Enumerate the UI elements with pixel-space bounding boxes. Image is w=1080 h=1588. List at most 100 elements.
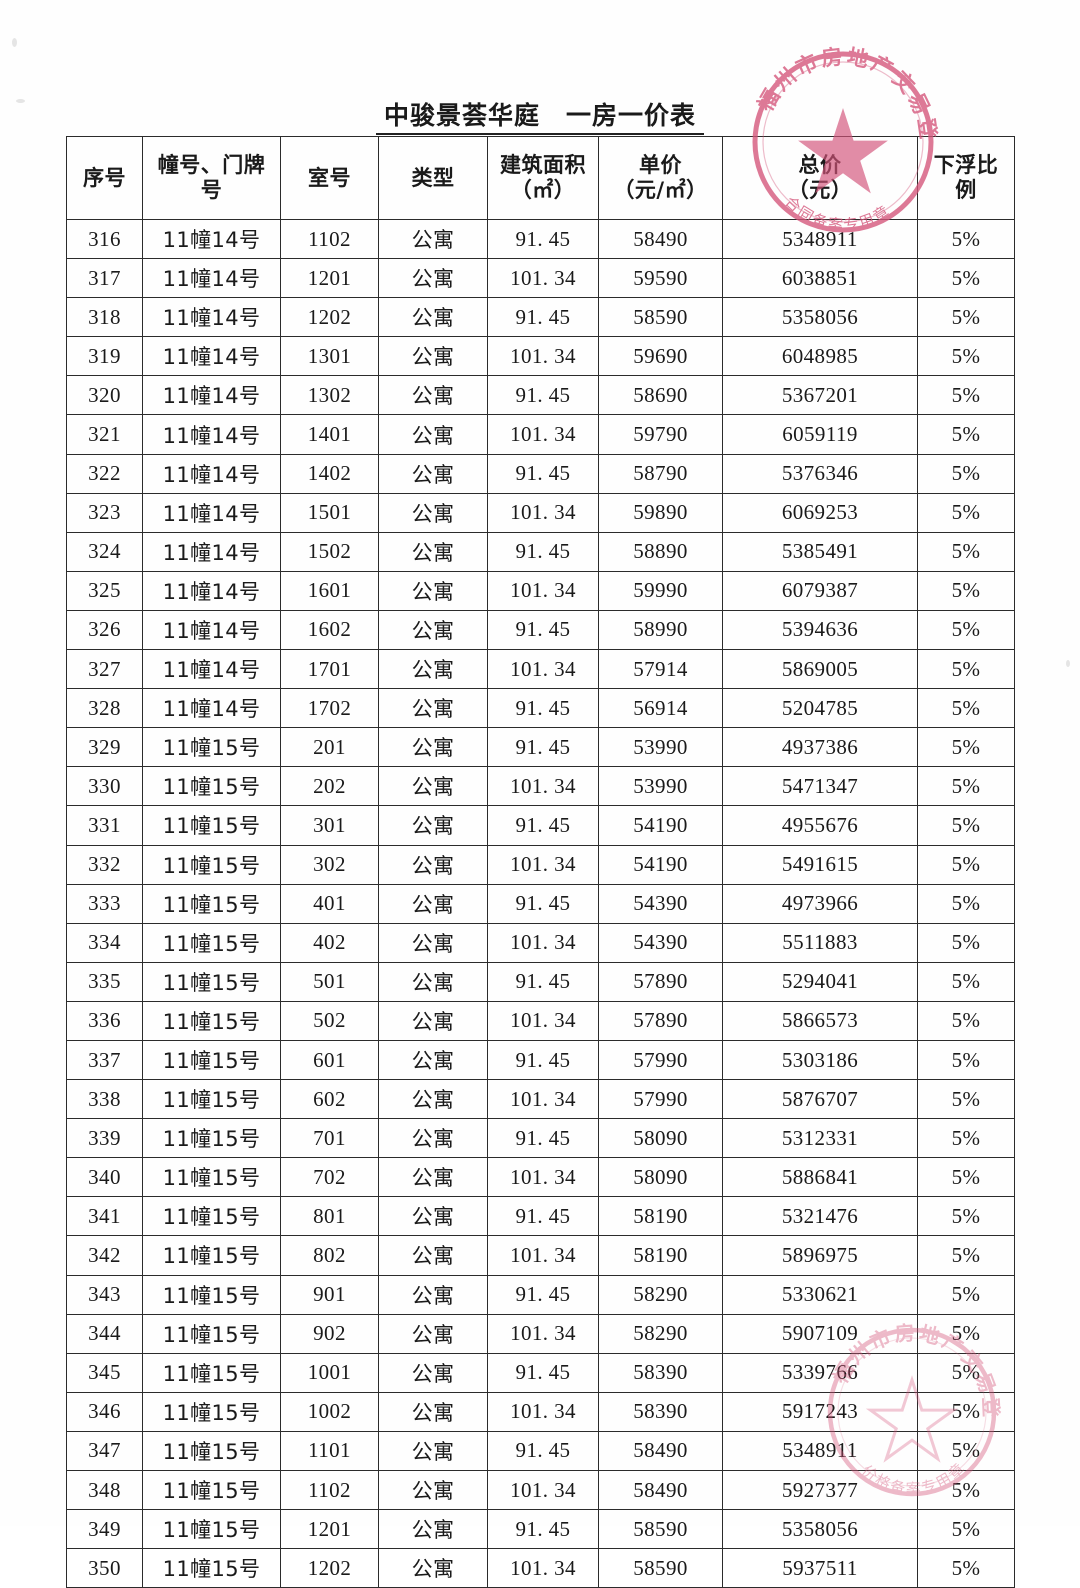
cell-room: 601 — [280, 1039, 379, 1081]
cell-discount: 5% — [917, 1235, 1015, 1276]
cell-discount: 5% — [917, 1313, 1015, 1354]
cell-area: 91. 45 — [487, 727, 599, 768]
cell-total-price: 5303186 — [722, 1039, 918, 1081]
page-title: 中骏景荟华庭 一房一价表 — [0, 96, 1080, 135]
cell-room: 1601 — [280, 570, 379, 611]
cell-room: 302 — [280, 844, 379, 885]
cell-total-price: 5348911 — [722, 218, 918, 260]
table-row: 328 11幢14号 1702 公寓 91. 45 56914 5204785 5% — [66, 688, 1015, 729]
table-row: 347 11幢15号 1101 公寓 91. 45 58490 5348911 5% — [66, 1430, 1015, 1472]
cell-area: 101. 34 — [487, 922, 599, 963]
cell-building: 11幢15号 — [142, 1274, 281, 1315]
cell-unit-price: 58290 — [598, 1274, 723, 1315]
cell-area: 101. 34 — [487, 1391, 599, 1432]
cell-area: 101. 34 — [487, 258, 599, 299]
cell-type: 公寓 — [378, 336, 488, 377]
cell-discount: 5% — [917, 375, 1015, 416]
column-header-unit-price: 单价 （元/㎡） — [598, 136, 723, 220]
cell-seq: 348 — [66, 1469, 143, 1511]
cell-area: 101. 34 — [487, 1469, 599, 1511]
cell-building: 11幢15号 — [142, 1313, 281, 1354]
table-row: 350 11幢15号 1202 公寓 101. 34 58590 5937511 5% — [66, 1548, 1015, 1588]
cell-building: 11幢15号 — [142, 1469, 281, 1511]
cell-type: 公寓 — [378, 375, 488, 416]
cell-total-price: 6059119 — [722, 414, 918, 455]
cell-type: 公寓 — [378, 218, 488, 260]
price-table: 序号 幢号、门牌号 室号 类型 建筑面积 （㎡） 单价 （元/㎡） 总价 （元） 下浮… — [66, 136, 1015, 1588]
cell-unit-price: 54190 — [598, 844, 723, 885]
cell-discount: 5% — [917, 297, 1015, 338]
cell-type: 公寓 — [378, 844, 488, 885]
cell-seq: 337 — [66, 1039, 143, 1081]
cell-unit-price: 59790 — [598, 414, 723, 455]
cell-type: 公寓 — [378, 1000, 488, 1041]
table-row: 319 11幢14号 1301 公寓 101. 34 59690 6048985 5% — [66, 336, 1015, 377]
cell-room: 1202 — [280, 1548, 379, 1588]
table-row: 324 11幢14号 1502 公寓 91. 45 58890 5385491 5% — [66, 531, 1015, 572]
cell-discount: 5% — [917, 492, 1015, 533]
cell-unit-price: 58890 — [598, 531, 723, 572]
cell-building: 11幢15号 — [142, 961, 281, 1002]
cell-area: 101. 34 — [487, 570, 599, 611]
cell-room: 1501 — [280, 492, 379, 533]
cell-discount: 5% — [917, 883, 1015, 924]
cell-discount: 5% — [917, 1079, 1015, 1120]
cell-seq: 341 — [66, 1196, 143, 1237]
cell-discount: 5% — [917, 1157, 1015, 1198]
cell-unit-price: 58190 — [598, 1196, 723, 1237]
cell-room: 201 — [280, 727, 379, 768]
cell-type: 公寓 — [378, 258, 488, 299]
cell-total-price: 5294041 — [722, 961, 918, 1002]
cell-total-price: 5491615 — [722, 844, 918, 885]
table-row: 333 11幢15号 401 公寓 91. 45 54390 4973966 5% — [66, 883, 1015, 924]
cell-building: 11幢15号 — [142, 883, 281, 924]
cell-unit-price: 57890 — [598, 961, 723, 1002]
cell-discount: 5% — [917, 609, 1015, 651]
cell-building: 11幢15号 — [142, 1000, 281, 1041]
cell-room: 901 — [280, 1274, 379, 1315]
cell-room: 902 — [280, 1313, 379, 1354]
cell-unit-price: 58090 — [598, 1157, 723, 1198]
cell-unit-price: 58490 — [598, 218, 723, 260]
cell-area: 101. 34 — [487, 1313, 599, 1354]
cell-unit-price: 57890 — [598, 1000, 723, 1041]
cell-type: 公寓 — [378, 1313, 488, 1354]
cell-type: 公寓 — [378, 1430, 488, 1472]
cell-total-price: 5312331 — [722, 1118, 918, 1159]
cell-unit-price: 58090 — [598, 1118, 723, 1159]
cell-seq: 319 — [66, 336, 143, 377]
cell-room: 502 — [280, 1000, 379, 1041]
cell-area: 91. 45 — [487, 961, 599, 1002]
cell-seq: 332 — [66, 844, 143, 885]
cell-room: 501 — [280, 961, 379, 1002]
cell-discount: 5% — [917, 453, 1015, 494]
cell-building: 11幢15号 — [142, 1548, 281, 1588]
cell-total-price: 5937511 — [722, 1548, 918, 1588]
cell-type: 公寓 — [378, 1548, 488, 1588]
cell-total-price: 5367201 — [722, 375, 918, 416]
cell-total-price: 5876707 — [722, 1079, 918, 1120]
cell-area: 101. 34 — [487, 1235, 599, 1276]
cell-seq: 325 — [66, 570, 143, 611]
cell-type: 公寓 — [378, 1352, 488, 1393]
table-row: 330 11幢15号 202 公寓 101. 34 53990 5471347 5% — [66, 766, 1015, 807]
cell-type: 公寓 — [378, 1235, 488, 1276]
cell-unit-price: 59990 — [598, 570, 723, 611]
cell-area: 101. 34 — [487, 336, 599, 377]
cell-discount: 5% — [917, 688, 1015, 729]
table-row: 323 11幢14号 1501 公寓 101. 34 59890 6069253 5% — [66, 492, 1015, 533]
cell-building: 11幢15号 — [142, 1352, 281, 1393]
cell-seq: 335 — [66, 961, 143, 1002]
column-header-building: 幢号、门牌号 — [142, 136, 281, 220]
cell-type: 公寓 — [378, 297, 488, 338]
cell-unit-price: 53990 — [598, 727, 723, 768]
cell-building: 11幢14号 — [142, 531, 281, 572]
cell-discount: 5% — [917, 1430, 1015, 1472]
cell-unit-price: 56914 — [598, 688, 723, 729]
cell-building: 11幢14号 — [142, 297, 281, 338]
cell-unit-price: 58990 — [598, 609, 723, 651]
cell-building: 11幢14号 — [142, 414, 281, 455]
cell-room: 202 — [280, 766, 379, 807]
cell-building: 11幢14号 — [142, 649, 281, 690]
cell-area: 91. 45 — [487, 1430, 599, 1472]
